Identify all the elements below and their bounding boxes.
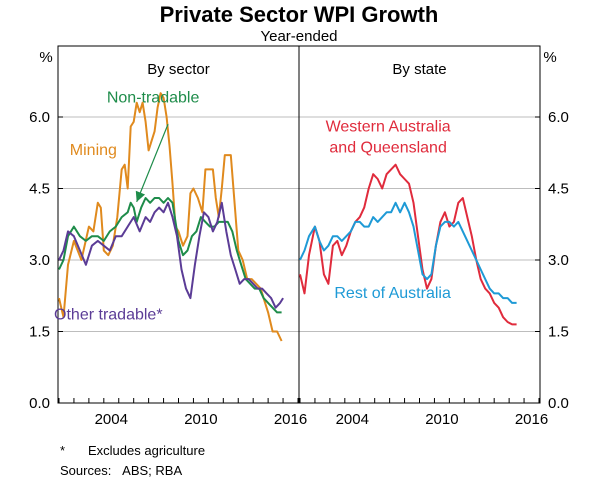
series-label: Western Australia [326,118,451,135]
series-line [58,92,283,342]
plot-area: 0.0 0.0 1.5 1.5 3.0 3.0 4.5 4.5 6.0 6.0% % 2004 2010… [29,45,569,428]
y-tick-label-left: 3.0 [29,252,50,269]
x-tick-label: 2004 [95,411,128,428]
y-tick-label-left: 1.5 [29,324,50,341]
label-arrow-line [136,123,169,203]
y-tick-label-right: 3.0 [548,252,569,269]
series-label: and Queensland [329,139,446,156]
y-tick-label-right: 1.5 [548,324,569,341]
x-tick-label: 2016 [274,411,307,428]
footnote-agriculture: * Excludes agriculture [60,443,205,458]
y-tick-label-right: 0.0 [548,395,569,412]
y-tick-label-left: 4.5 [29,181,50,198]
x-tick-label: 2010 [425,411,458,428]
label-arrow-head [135,190,146,202]
y-tick-label-right: 4.5 [548,181,569,198]
footnote-sources: Sources: ABS; RBA [60,463,182,478]
sources-text: ABS; RBA [122,463,183,478]
series-label: Rest of Australia [334,285,451,302]
series-label: Other tradable* [54,307,163,324]
x-tick-label: 2004 [336,411,369,428]
footnote-text: Excludes agriculture [88,443,206,458]
panel-title: By sector [147,61,210,78]
y-tick-label-left: 6.0 [29,109,50,126]
y-tick-label-right: 6.0 [548,109,569,126]
chart-subtitle: Year-ended [260,28,337,45]
y-unit-left: % [39,49,52,66]
x-tick-label: 2010 [184,411,217,428]
series-line [58,197,282,314]
series-label: Non-tradable [107,90,200,107]
y-tick-label-left: 0.0 [29,395,50,412]
panel-title: By state [392,61,446,78]
x-tick-label: 2016 [515,411,548,428]
chart-title: Private Sector WPI Growth [160,2,439,27]
series-line [299,201,517,304]
series-line [58,201,284,309]
footnote-marker: * [60,443,66,458]
series-line [299,163,517,326]
y-unit-right: % [543,49,556,66]
series-label: Mining [70,142,117,159]
sources-label: Sources: [60,463,112,478]
